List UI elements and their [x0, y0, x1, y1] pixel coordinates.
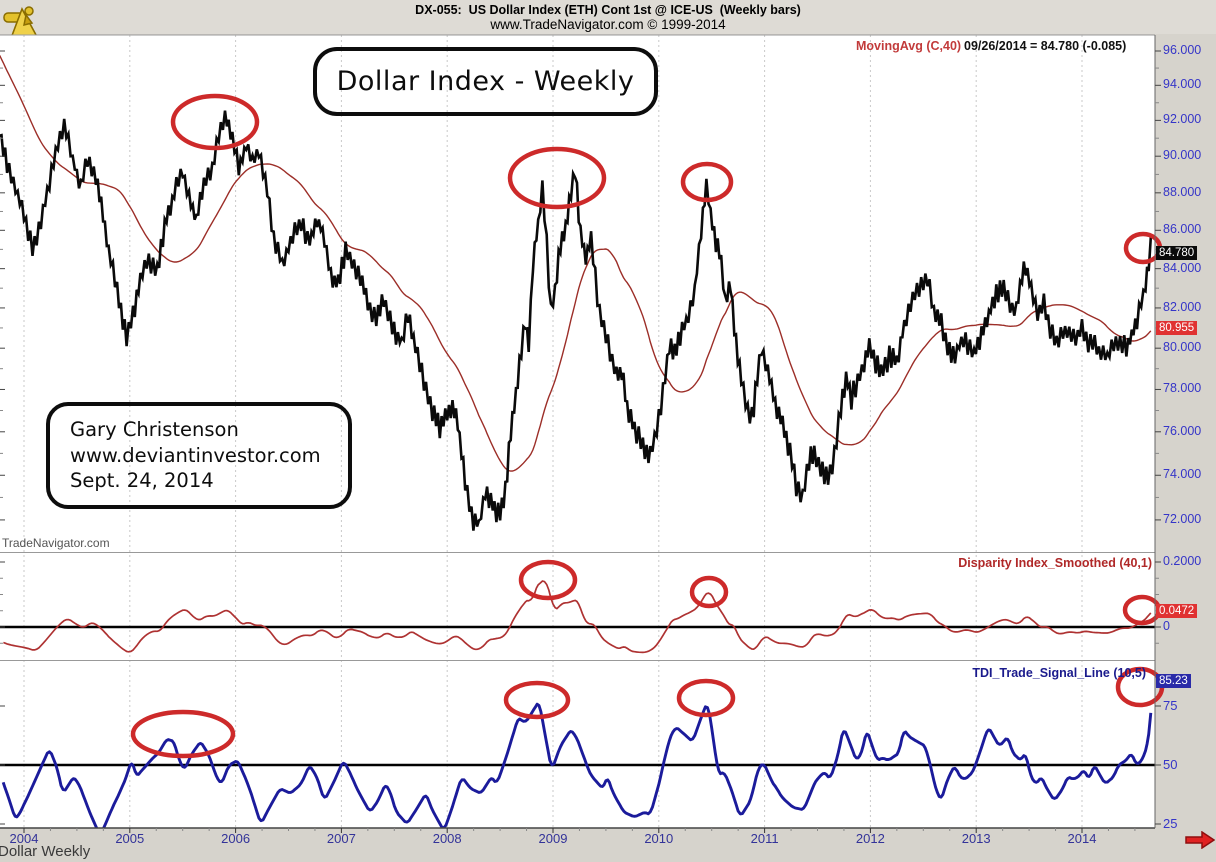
price-axis-label: 86.000 — [1163, 222, 1202, 237]
moving-average-line — [0, 55, 1152, 472]
disparity-series-line — [3, 580, 1152, 654]
legend-indicator-label: MovingAvg (C,40) — [856, 39, 962, 53]
chart-copyright-header: www.TradeNavigator.com © 1999-2014 — [490, 17, 726, 32]
price-axis-label: 82.000 — [1163, 299, 1202, 314]
tdi-axis-label: 50 — [1163, 757, 1178, 772]
highlight-ellipse-annotation — [676, 678, 736, 718]
highlight-ellipse-annotation — [507, 146, 607, 210]
x-axis-year-label: 2005 — [115, 831, 145, 846]
price-axis-label: 94.000 — [1163, 77, 1202, 92]
header-band — [0, 0, 1216, 34]
chart-title-header: DX-055: US Dollar Index (ETH) Cont 1st @… — [415, 3, 801, 17]
highlight-ellipse-annotation — [170, 93, 260, 151]
price-axis-label: 74.000 — [1163, 467, 1202, 482]
price-axis-label: 92.000 — [1163, 112, 1202, 127]
highlight-ellipse-annotation — [689, 575, 729, 609]
tdi-panel-label: TDI_Trade_Signal_Line (10,5) — [972, 666, 1146, 680]
credit-date: Sept. 24, 2014 — [70, 469, 214, 493]
legend-value-label: 09/26/2014 = 84.780 (-0.085) — [964, 39, 1127, 53]
disparity-value-badge: 0.0472 — [1156, 603, 1198, 618]
title-annotation-box: Dollar Index - Weekly — [313, 47, 658, 116]
x-axis-year-label: 2006 — [221, 831, 251, 846]
x-axis-year-label: 2008 — [432, 831, 462, 846]
credit-author: Gary Christenson — [70, 417, 239, 441]
watermark-text: TradeNavigator.com — [2, 536, 110, 550]
x-axis-year-label: 2013 — [961, 831, 991, 846]
x-axis-year-label: 2007 — [326, 831, 356, 846]
tdi-series-line — [1, 702, 1153, 828]
title-annotation-text: Dollar Index - Weekly — [336, 66, 635, 97]
credit-annotation-box: Gary Christenson www.deviantinvestor.com… — [46, 402, 352, 509]
credit-website: www.deviantinvestor.com — [70, 443, 321, 467]
last-close-badge: 84.780 — [1156, 245, 1198, 260]
sheet-tab-dollar-weekly[interactable]: Dollar Weekly — [0, 843, 91, 860]
price-axis-label: 88.000 — [1163, 184, 1202, 199]
price-axis-label: 76.000 — [1163, 423, 1202, 438]
price-axis-label: 96.000 — [1163, 43, 1202, 57]
disparity-axis-label: 0 — [1163, 619, 1170, 633]
tdi-axis-label: 75 — [1163, 698, 1178, 713]
price-series-line — [0, 110, 1153, 531]
highlight-ellipse-annotation — [130, 709, 236, 759]
plot-background — [0, 35, 1155, 828]
disparity-panel-label: Disparity Index_Smoothed (40,1) — [958, 556, 1152, 570]
price-axis-label: 78.000 — [1163, 381, 1202, 396]
tdi-value-badge: 85.23 — [1156, 673, 1191, 688]
highlight-ellipse-annotation — [680, 161, 734, 203]
highlight-ellipse-annotation — [518, 559, 578, 601]
price-axis-label: 80.000 — [1163, 340, 1202, 355]
x-axis-year-label: 2010 — [644, 831, 674, 846]
x-axis-year-label: 2011 — [750, 831, 779, 846]
moving-average-badge: 80.955 — [1156, 320, 1198, 335]
x-axis-year-label: 2014 — [1067, 831, 1097, 846]
x-axis-year-label: 2009 — [538, 831, 568, 846]
tdi-axis-label: 25 — [1163, 816, 1178, 831]
disparity-axis-label: 0.2000 — [1163, 554, 1202, 568]
scroll-right-arrow-icon[interactable] — [1185, 831, 1215, 849]
price-axis-label: 84.000 — [1163, 260, 1202, 275]
price-axis-label: 90.000 — [1163, 148, 1202, 163]
x-axis-year-label: 2012 — [855, 831, 885, 846]
price-axis-label: 72.000 — [1163, 511, 1202, 526]
x-axis-year-label: 2004 — [9, 831, 39, 846]
highlight-ellipse-annotation — [503, 680, 571, 720]
